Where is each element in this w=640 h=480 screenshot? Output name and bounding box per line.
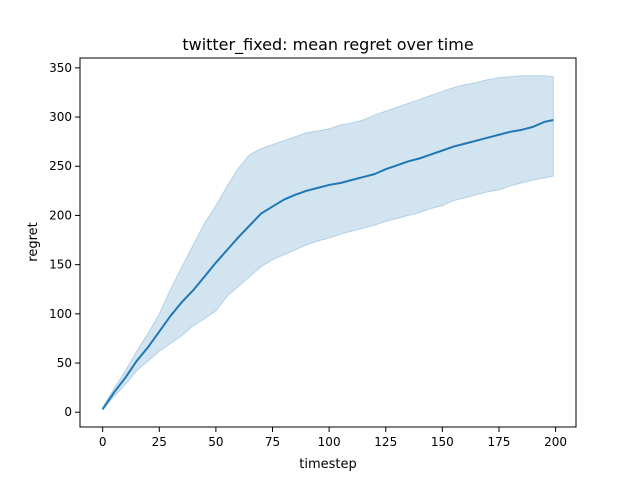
y-tick-label: 200 — [49, 208, 72, 222]
x-tick-label: 75 — [265, 435, 280, 449]
chart-title: twitter_fixed: mean regret over time — [182, 35, 473, 55]
y-tick-label: 250 — [49, 159, 72, 173]
y-tick-label: 300 — [49, 110, 72, 124]
x-tick-label: 0 — [99, 435, 107, 449]
y-tick-label: 150 — [49, 258, 72, 272]
series-0-confidence-band — [102, 75, 554, 411]
y-axis: 0 50 100 150 200 250 300 350 — [49, 61, 80, 419]
y-tick-label: 50 — [57, 356, 72, 370]
y-tick-label: 100 — [49, 307, 72, 321]
x-tick-label: 175 — [488, 435, 511, 449]
y-axis-label: regret — [26, 222, 41, 261]
x-tick-label: 100 — [318, 435, 341, 449]
y-tick-label: 350 — [49, 61, 72, 75]
plot-frame — [79, 57, 577, 428]
series-0-mean-line — [101, 119, 554, 410]
x-tick-label: 125 — [374, 435, 397, 449]
y-tick-label: 0 — [64, 405, 72, 419]
x-axis-label: timestep — [299, 457, 357, 472]
x-axis: 0 25 50 75 100 125 150 175 200 — [99, 427, 567, 449]
x-tick-label: 25 — [152, 435, 167, 449]
x-tick-label: 150 — [431, 435, 454, 449]
plot-area — [101, 75, 554, 411]
x-tick-label: 50 — [208, 435, 223, 449]
x-tick-label: 200 — [544, 435, 567, 449]
